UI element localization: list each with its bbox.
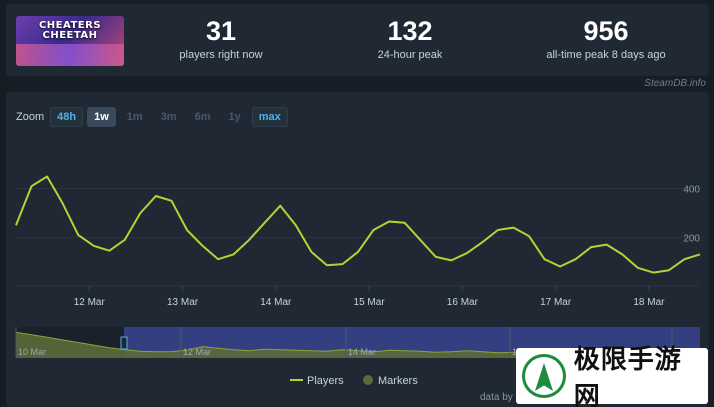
- alltime-peak-value: 956: [583, 16, 629, 46]
- zoom-6m-button[interactable]: 6m: [194, 111, 211, 123]
- navigator-label: 10 Mar: [18, 347, 46, 357]
- chart-legend: Players Markers: [290, 375, 418, 387]
- alltime-peak-stat: 956 all-time peak 8 days ago: [526, 14, 686, 62]
- x-tick-label: 18 Mar: [633, 297, 665, 308]
- x-tick-label: 12 Mar: [74, 297, 106, 308]
- x-tick-label: 16 Mar: [447, 297, 479, 308]
- peak-24h-stat: 132 24-hour peak: [360, 14, 460, 62]
- steamdb-credit[interactable]: SteamDB.info: [644, 78, 706, 89]
- legend-players-label[interactable]: Players: [307, 375, 344, 387]
- peak-24h-value: 132: [387, 16, 433, 46]
- x-tick-label: 15 Mar: [354, 297, 386, 308]
- zoom-1m-button[interactable]: 1m: [126, 111, 143, 123]
- zoom-1y-button[interactable]: 1y: [228, 111, 241, 123]
- zoom-controls: Zoom 48h 1w 1m 3m 6m 1y max: [16, 107, 288, 127]
- x-axis-ticks: 12 Mar 13 Mar 14 Mar 15 Mar 16 Mar 17 Mar 18 M…: [74, 286, 665, 308]
- peak-24h-label: 24-hour peak: [377, 49, 443, 61]
- alltime-peak-label: all-time peak 8 days ago: [546, 49, 666, 61]
- zoom-max-button[interactable]: max: [251, 107, 288, 127]
- cover-stripe: [16, 44, 124, 66]
- y-tick-label-200: 200: [683, 233, 700, 244]
- y-axis-ticks: 200 400: [683, 185, 700, 245]
- site-watermark: 极限手游网: [516, 345, 708, 407]
- zoom-label: Zoom: [16, 111, 45, 123]
- y-tick-label-400: 400: [683, 185, 700, 196]
- navigator-label: 14 Mar: [348, 347, 376, 357]
- watermark-text: 极限手游网: [573, 345, 682, 407]
- current-players-stat: 31 players right now: [171, 14, 271, 62]
- current-players-value: 31: [205, 16, 237, 46]
- navigator-label: 12 Mar: [183, 347, 211, 357]
- x-tick-label: 13 Mar: [167, 297, 199, 308]
- legend-markers-swatch[interactable]: [363, 375, 373, 385]
- legend-markers-label[interactable]: Markers: [378, 375, 418, 387]
- current-players-label: players right now: [179, 49, 263, 61]
- grid-lines: [16, 188, 700, 287]
- x-tick-label: 14 Mar: [260, 297, 292, 308]
- stats-bar: CHEATERS CHEETAH 31 players right now 13…: [6, 4, 709, 76]
- zoom-3m-button[interactable]: 3m: [160, 111, 177, 123]
- data-by-footer: data by: [480, 392, 513, 403]
- game-cover-image[interactable]: CHEATERS CHEETAH: [16, 16, 124, 66]
- game-logo-text: CHEATERS CHEETAH: [38, 20, 102, 41]
- watermark-logo-icon: [522, 354, 566, 398]
- zoom-48h-button[interactable]: 48h: [50, 107, 84, 127]
- navigator-left-handle[interactable]: [120, 336, 128, 350]
- zoom-1w-button[interactable]: 1w: [87, 107, 116, 127]
- x-tick-label: 17 Mar: [540, 297, 572, 308]
- players-series-line: [15, 175, 701, 274]
